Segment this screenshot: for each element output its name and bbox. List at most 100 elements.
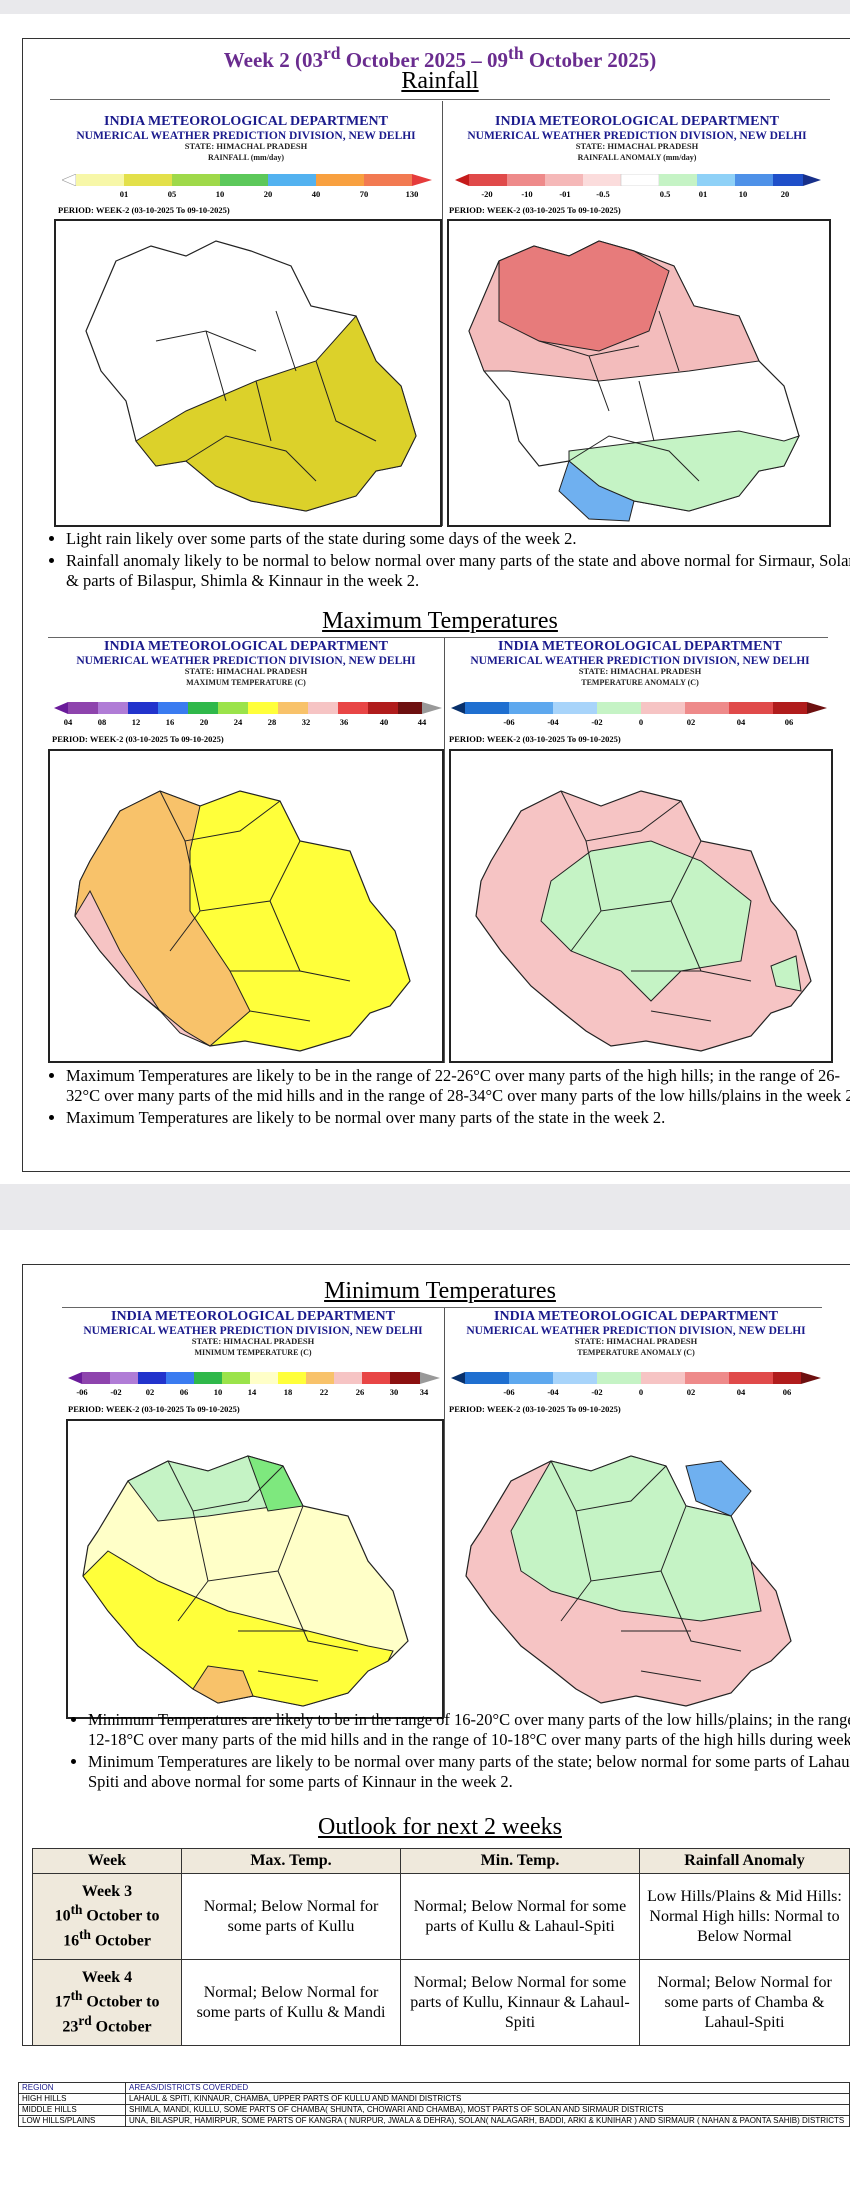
tick: 02 — [686, 717, 696, 727]
areas-cell: UNA, BILASPUR, HAMIRPUR, SOME PARTS OF K… — [125, 2115, 850, 2127]
imd-state: STATE: HIMACHAL PRADESH — [575, 140, 699, 151]
tick: -10 — [521, 189, 533, 199]
page-1: Week 2 (03rd October 2025 – 09th October… — [0, 14, 850, 1184]
rainfall-map-panel: INDIA METEOROLOGICAL DEPARTMENT NUMERICA… — [50, 101, 442, 527]
mintemp-bullets: Minimum Temperatures are likely to be in… — [62, 1710, 850, 1795]
tick: 12 — [131, 717, 141, 727]
tick: -06 — [503, 1387, 515, 1397]
tick: 02 — [145, 1387, 155, 1397]
region-row: MIDDLE HILLS SHIMLA, MANDI, KULLU, SOME P… — [18, 2104, 850, 2116]
tick: 0.5 — [659, 189, 671, 199]
period-label: PERIOD: WEEK-2 (03-10-2025 To 09-10-2025… — [52, 734, 224, 744]
tick: 24 — [233, 717, 243, 727]
imd-division: NUMERICAL WEATHER PREDICTION DIVISION, N… — [470, 654, 810, 667]
outlook-row-week3: Week 3 10th October to 16th October Norm… — [32, 1873, 850, 1960]
maxtemp-heading: Maximum Temperatures — [322, 608, 558, 634]
tick: -06 — [76, 1387, 88, 1397]
maxtemp-colorbar-ticks: 04 08 12 16 20 24 28 32 36 40 44 — [54, 717, 442, 729]
areas-cell: AREAS/DISTRICTS COVERDED — [125, 2082, 850, 2094]
period-label: PERIOD: WEEK-2 (03-10-2025 To 09-10-2025… — [449, 1404, 621, 1414]
page-1-frame — [22, 38, 850, 1172]
period-label: PERIOD: WEEK-2 (03-10-2025 To 09-10-2025… — [449, 205, 621, 215]
tick: 32 — [301, 717, 311, 727]
mintemp-colorbar-ticks: -06 -02 02 06 10 14 18 22 26 30 34 — [68, 1387, 440, 1399]
col-max-temp: Max. Temp. — [181, 1848, 401, 1874]
tick: 04 — [736, 1387, 746, 1397]
maxtemp-map — [48, 749, 444, 1063]
outlook-header-row: Week Max. Temp. Min. Temp. Rainfall Anom… — [32, 1848, 850, 1874]
period-label: PERIOD: WEEK-2 (03-10-2025 To 09-10-2025… — [449, 734, 621, 744]
heading-rule — [50, 99, 830, 100]
tick: 34 — [419, 1387, 429, 1397]
region-row: HIGH HILLS LAHAUL & SPITI, KINNAUR, CHAMB… — [18, 2093, 850, 2105]
imd-state: STATE: HIMACHAL PRADESH — [578, 665, 702, 676]
tick: 04 — [736, 717, 746, 727]
mintemp-map-panel: INDIA METEOROLOGICAL DEPARTMENT NUMERICA… — [62, 1308, 444, 1719]
page-2: Minimum Temperatures INDIA METEOROLOGICA… — [0, 1230, 850, 2198]
tick: 22 — [319, 1387, 329, 1397]
imd-org: INDIA METEOROLOGICAL DEPARTMENT — [498, 639, 782, 654]
imd-org: INDIA METEOROLOGICAL DEPARTMENT — [111, 1309, 395, 1324]
tick: 30 — [389, 1387, 399, 1397]
tick: -01 — [559, 189, 571, 199]
mintemp-bullet-2: Minimum Temperatures are likely to be no… — [88, 1752, 850, 1792]
tick: 28 — [267, 717, 277, 727]
week-cell: Week 4 17th October to 23rd October — [32, 1959, 182, 2046]
mintemp-map — [66, 1419, 444, 1719]
tick: -20 — [481, 189, 493, 199]
tick: 16 — [165, 717, 175, 727]
tick: -0.5 — [596, 189, 610, 199]
rainfall-bullets: Light rain likely over some parts of the… — [40, 529, 850, 593]
tick: 0 — [638, 717, 644, 727]
mintemp-anomaly-colorbar — [451, 1372, 821, 1384]
tick: 20 — [199, 717, 209, 727]
period-label: PERIOD: WEEK-2 (03-10-2025 To 09-10-2025… — [58, 205, 230, 215]
rainfall-colorbar — [62, 174, 432, 186]
rainfall-heading: Rainfall — [401, 68, 479, 94]
rainfall-anomaly-colorbar — [455, 174, 821, 186]
tick: 18 — [283, 1387, 293, 1397]
tick: 44 — [417, 717, 427, 727]
imd-division: NUMERICAL WEATHER PREDICTION DIVISION, N… — [76, 654, 416, 667]
col-rainfall-anomaly: Rainfall Anomaly — [639, 1848, 850, 1874]
col-week: Week — [32, 1848, 182, 1874]
maxtemp-anomaly-ticks: -06 -04 -02 0 02 04 06 — [451, 717, 827, 729]
page-2-frame — [22, 1264, 850, 2046]
max-temp-cell: Normal; Below Normal for some parts of K… — [181, 1873, 401, 1960]
maxtemp-anomaly-map — [449, 749, 833, 1063]
maxtemp-bullet-2: Maximum Temperatures are likely to be no… — [66, 1108, 850, 1128]
min-temp-cell: Normal; Below Normal for some parts of K… — [400, 1873, 640, 1960]
tick: 08 — [97, 717, 107, 727]
week-cell: Week 3 10th October to 16th October — [32, 1873, 182, 1960]
legend-title: TEMPERATURE ANOMALY (C) — [577, 1347, 695, 1357]
tick: -06 — [503, 717, 515, 727]
imd-division: NUMERICAL WEATHER PREDICTION DIVISION, N… — [466, 1324, 806, 1337]
tick: -04 — [547, 1387, 559, 1397]
region-header-row: REGION AREAS/DISTRICTS COVERDED — [18, 2082, 850, 2094]
period-label: PERIOD: WEEK-2 (03-10-2025 To 09-10-2025… — [68, 1404, 240, 1414]
rainfall-anomaly-panel: INDIA METEOROLOGICAL DEPARTMENT NUMERICA… — [442, 101, 831, 527]
max-temp-cell: Normal; Below Normal for some parts of K… — [181, 1959, 401, 2046]
imd-org: INDIA METEOROLOGICAL DEPARTMENT — [104, 114, 388, 129]
legend-title: RAINFALL ANOMALY (mm/day) — [577, 152, 697, 162]
tick: 06 — [784, 717, 794, 727]
heading-rule — [48, 637, 828, 638]
imd-state: STATE: HIMACHAL PRADESH — [184, 665, 308, 676]
imd-state: STATE: HIMACHAL PRADESH — [191, 1335, 315, 1346]
imd-state: STATE: HIMACHAL PRADESH — [184, 140, 308, 151]
tick: 06 — [179, 1387, 189, 1397]
rainfall-anomaly-ticks: -20 -10 -01 -0.5 0.5 01 10 20 — [455, 189, 821, 201]
region-cell: HIGH HILLS — [18, 2093, 126, 2105]
tick: 04 — [63, 717, 73, 727]
tick: 20 — [263, 189, 273, 199]
imd-division: NUMERICAL WEATHER PREDICTION DIVISION, N… — [467, 129, 807, 142]
col-min-temp: Min. Temp. — [400, 1848, 640, 1874]
region-cell: REGION — [18, 2082, 126, 2094]
legend-title: MINIMUM TEMPERATURE (C) — [194, 1347, 312, 1357]
rainfall-bullet-2: Rainfall anomaly likely to be normal to … — [66, 551, 850, 591]
outlook-heading: Outlook for next 2 weeks — [318, 1814, 562, 1840]
tick: 40 — [311, 189, 321, 199]
imd-division: NUMERICAL WEATHER PREDICTION DIVISION, N… — [83, 1324, 423, 1337]
maxtemp-anomaly-colorbar — [451, 702, 827, 714]
tick: 06 — [782, 1387, 792, 1397]
